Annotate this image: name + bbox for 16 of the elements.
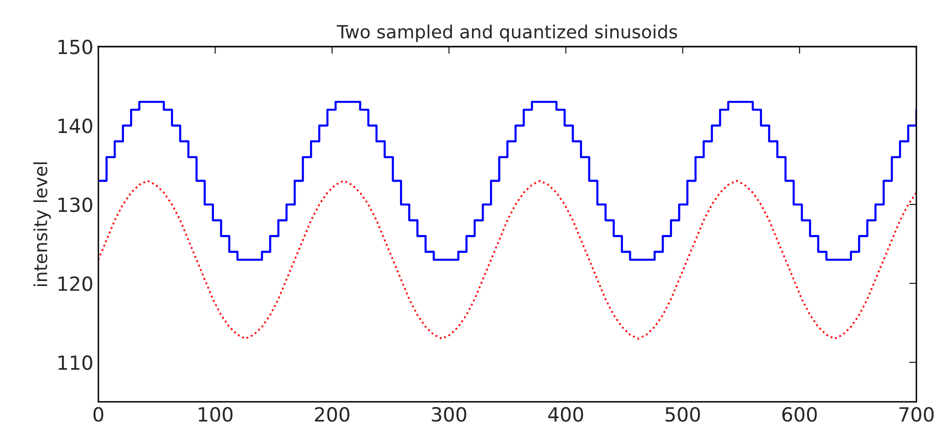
y-tick-label: 130	[58, 197, 92, 212]
x-tick-label: 300	[432, 407, 466, 422]
line-series	[98, 180, 916, 340]
y-axis-title: intensity level	[33, 162, 51, 286]
x-tick-label: 200	[314, 407, 350, 422]
x-tick-label: 100	[198, 407, 233, 422]
y-tick-label: 150	[58, 40, 92, 54]
x-tick-label: 500	[666, 407, 700, 422]
y-tick-label: 110	[58, 355, 92, 370]
x-tick-label: 700	[899, 407, 934, 422]
x-tick-label: 600	[782, 407, 817, 422]
x-tick-label: 0	[93, 407, 104, 422]
x-tick-label: 400	[548, 407, 584, 422]
chart-title: Two sampled and quantized sinusoids	[336, 24, 678, 42]
y-tick-label: 140	[58, 118, 92, 134]
y-tick-label: 120	[58, 276, 92, 292]
